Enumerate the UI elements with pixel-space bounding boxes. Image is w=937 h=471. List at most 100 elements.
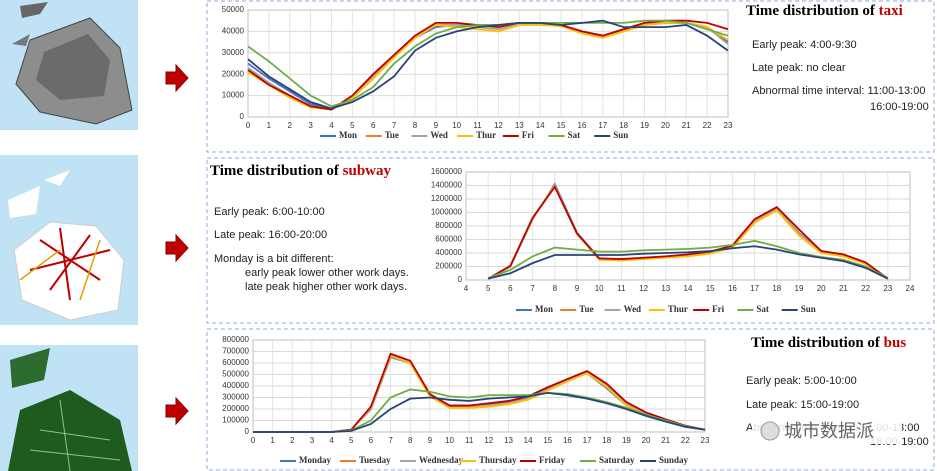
x-tick-label: 6 — [369, 436, 374, 445]
annotation: Late peak: no clear — [752, 62, 846, 74]
x-tick-label: 11 — [473, 121, 482, 130]
y-tick-label: 1600000 — [431, 167, 463, 176]
title-text: Time distribution of — [210, 163, 340, 179]
y-tick-label: 700000 — [222, 347, 249, 356]
legend-label: Wed — [624, 304, 642, 314]
x-tick-label: 14 — [536, 121, 545, 130]
legend-label: Mon — [339, 130, 357, 140]
legend-label: Sat — [568, 130, 581, 140]
title-subject: taxi — [879, 3, 903, 19]
legend-label: Monday — [299, 455, 332, 465]
x-tick-label: 2 — [288, 121, 293, 130]
x-tick-label: 21 — [682, 121, 691, 130]
series-line — [247, 21, 729, 111]
x-tick-label: 5 — [349, 436, 354, 445]
y-tick-label: 30000 — [222, 48, 245, 57]
series-line — [253, 388, 706, 433]
x-tick-label: 11 — [465, 436, 474, 445]
annotation: early peak lower other work days. — [245, 267, 409, 279]
x-tick-label: 6 — [371, 121, 376, 130]
legend-label: Tue — [385, 130, 399, 140]
x-tick-label: 1 — [270, 436, 275, 445]
legend-label: Sat — [756, 304, 769, 314]
annotation: 16:00-19:00 — [870, 101, 929, 113]
x-tick-label: 5 — [486, 284, 491, 293]
x-tick-label: 17 — [583, 436, 592, 445]
x-tick-label: 3 — [308, 121, 313, 130]
legend-label: Mon — [535, 304, 553, 314]
x-tick-label: 2 — [290, 436, 295, 445]
y-tick-label: 600000 — [222, 358, 249, 367]
annotation: Early peak: 4:00-9:30 — [752, 39, 857, 51]
y-tick-label: 300000 — [222, 393, 249, 402]
x-tick-label: 20 — [817, 284, 826, 293]
x-tick-label: 15 — [706, 284, 715, 293]
series-line — [253, 391, 706, 433]
legend-label: Thur — [476, 130, 496, 140]
series-line — [487, 245, 889, 280]
y-tick-label: 800000 — [435, 221, 462, 230]
x-tick-label: 19 — [640, 121, 649, 130]
x-tick-label: 15 — [557, 121, 566, 130]
map-taxi — [0, 0, 138, 130]
series-line — [487, 185, 889, 280]
annotation: late peak higher other work days. — [245, 281, 407, 293]
x-tick-label: 13 — [661, 284, 670, 293]
plot-border — [247, 9, 729, 118]
legend-label: Sun — [801, 304, 816, 314]
y-tick-label: 50000 — [222, 5, 245, 14]
legend-label: Friday — [539, 455, 565, 465]
x-tick-label: 14 — [684, 284, 693, 293]
x-tick-label: 23 — [724, 121, 733, 130]
x-tick-label: 19 — [622, 436, 631, 445]
y-tick-label: 1000000 — [431, 208, 463, 217]
annotation: Late peak: 15:00-19:00 — [746, 399, 859, 411]
x-tick-label: 5 — [350, 121, 355, 130]
x-tick-label: 18 — [602, 436, 611, 445]
x-tick-label: 0 — [246, 121, 251, 130]
panel-title: Time distribution of bus — [751, 335, 906, 351]
y-tick-label: 200000 — [222, 404, 249, 413]
y-tick-label: 0 — [458, 275, 463, 284]
legend-label: Thursday — [479, 455, 517, 465]
y-tick-label: 0 — [240, 112, 245, 121]
y-tick-label: 1200000 — [431, 194, 463, 203]
plot-border — [465, 171, 911, 281]
x-tick-label: 13 — [515, 121, 524, 130]
x-tick-label: 11 — [617, 284, 626, 293]
series-line — [247, 21, 729, 111]
title-subject: subway — [343, 163, 392, 179]
x-tick-label: 23 — [883, 284, 892, 293]
x-tick-label: 9 — [434, 121, 439, 130]
y-tick-label: 1400000 — [431, 181, 463, 190]
legend-label: Sunday — [659, 455, 689, 465]
watermark-bg — [752, 418, 902, 444]
panel-title: Time distribution of taxi — [746, 3, 903, 19]
map-subway — [0, 155, 138, 325]
legend-label: Thur — [668, 304, 688, 314]
watermark-icon — [760, 421, 780, 441]
x-tick-label: 20 — [661, 121, 670, 130]
x-tick-label: 14 — [524, 436, 533, 445]
series-line — [247, 19, 729, 108]
legend-label: Fri — [522, 130, 534, 140]
x-tick-label: 21 — [661, 436, 670, 445]
legend-label: Wednesday — [419, 455, 464, 465]
x-tick-label: 18 — [619, 121, 628, 130]
x-tick-label: 6 — [508, 284, 513, 293]
x-tick-label: 4 — [329, 121, 334, 130]
y-tick-label: 400000 — [222, 381, 249, 390]
x-tick-label: 0 — [251, 436, 256, 445]
x-tick-label: 8 — [413, 121, 418, 130]
x-tick-label: 13 — [504, 436, 513, 445]
arrow — [165, 396, 189, 426]
y-tick-label: 400000 — [435, 248, 462, 257]
x-tick-label: 12 — [494, 121, 503, 130]
x-tick-label: 3 — [310, 436, 315, 445]
legend-label: Tue — [579, 304, 593, 314]
panel-title: Time distribution of subway — [210, 163, 392, 179]
x-tick-label: 18 — [772, 284, 781, 293]
series-line — [247, 19, 729, 111]
series-line — [247, 21, 729, 111]
